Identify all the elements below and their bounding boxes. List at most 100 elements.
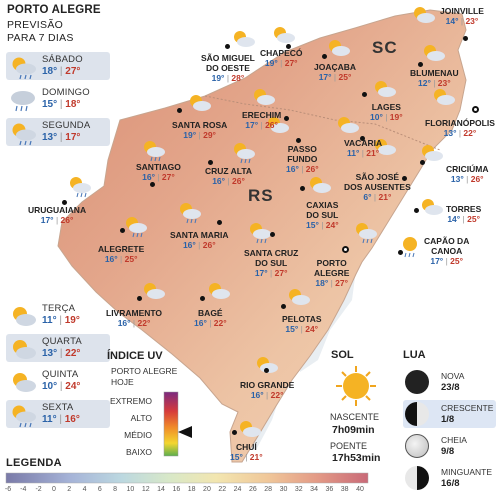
city-max: 29° — [203, 130, 216, 140]
city-max: 22° — [137, 318, 151, 328]
sun-cloud-rain-icon — [70, 177, 91, 198]
city-uruguaiana: URUGUAIANA 17° | 26° — [28, 205, 87, 225]
city-name: SANTA CRUZ — [244, 248, 299, 258]
moon-phase-date: 9/8 — [441, 446, 455, 457]
city-name: ALEGRE — [314, 268, 350, 278]
legend-tick: 36 — [325, 486, 334, 493]
city-min: 13° — [443, 128, 457, 138]
city-alegrete: ALEGRETE 16° | 25° — [98, 244, 145, 264]
city-capao-da-canoa: CAPÃO DA CANOA 17° | 25° — [424, 236, 470, 266]
sun-cloud-rain-icon — [12, 405, 36, 428]
legend-tick: 2 — [67, 486, 72, 493]
legend-tick: 10 — [126, 486, 135, 493]
city-max: 22° — [270, 390, 284, 400]
city-name: ALEGRETE — [98, 244, 145, 254]
sun-cloud-icon — [375, 81, 396, 97]
city-name: PORTO — [316, 258, 347, 268]
city-dot — [232, 430, 237, 435]
city-name: RIO GRANDE — [240, 380, 295, 390]
city-name: CHAPECÓ — [260, 48, 303, 58]
city-min: 16° — [182, 240, 196, 250]
city-max: 22° — [463, 128, 477, 138]
state-label-rs: RS — [248, 186, 274, 205]
sun-cloud-icon — [144, 283, 165, 299]
city-max: 26° — [305, 164, 319, 174]
legend-bar — [5, 472, 369, 484]
city-rio-grande: RIO GRANDE 16° | 22° — [240, 380, 295, 400]
city-name: BAGÉ — [198, 308, 223, 318]
sun-cloud-rain-icon — [144, 141, 165, 162]
legend-tick: 26 — [248, 486, 257, 493]
city-name: JOINVILLE — [440, 6, 484, 16]
city-min: 18° — [315, 278, 329, 288]
city-dot — [398, 250, 403, 255]
city-name: FUNDO — [287, 154, 318, 164]
city-vacaria: VACARIA 11° | 21° — [344, 138, 383, 158]
moon-title: LUA — [403, 349, 426, 361]
city-min: 19° — [183, 130, 197, 140]
city-name: DO SUL — [306, 210, 339, 220]
city-min: 16° — [250, 390, 264, 400]
city-sao-miguel-do-oeste: SÃO MIGUEL DO OESTE 19° | 28° — [201, 53, 255, 83]
city-name: LIVRAMENTO — [106, 308, 163, 318]
city-dot — [120, 228, 125, 233]
city-min: 12° — [417, 78, 431, 88]
legend-tick: -2 — [35, 486, 42, 493]
sun-cloud-icon — [422, 145, 443, 161]
city-dot — [463, 36, 468, 41]
city-sao-jose-dos-ausentes: SÃO JOSÉ DOS AUSENTES 6° | 21° — [344, 172, 411, 202]
sun-cloud-icon — [254, 89, 275, 105]
city-dot — [264, 368, 269, 373]
city-max: 21° — [378, 192, 392, 202]
forecast-min: 11° — [42, 315, 57, 326]
sun-cloud-icon — [209, 283, 230, 299]
city-santa-maria: SANTA MARIA 16° | 26° — [170, 230, 229, 250]
city-cruz-alta: CRUZ ALTA 16° | 26° — [205, 166, 253, 186]
sunset-time: 17h53min — [332, 452, 381, 464]
city-name: CANOA — [431, 246, 463, 256]
city-min: 14° — [447, 214, 461, 224]
city-florianopolis: FLORIANÓPOLIS 13° | 22° — [425, 118, 495, 138]
city-name: BLUMENAU — [410, 68, 459, 78]
city-max: 25° — [467, 214, 480, 224]
city-min: 17° — [40, 215, 54, 225]
city-dot — [200, 296, 205, 301]
sun-cloud-icon — [274, 27, 295, 43]
forecast-row-domingo: DOMINGO 15° | 18° — [6, 85, 110, 113]
moon-phase-date: 23/8 — [441, 382, 460, 393]
city-max: 23° — [465, 16, 479, 26]
city-joinville: JOINVILLE 14° | 23° — [440, 6, 484, 26]
city-name: CHUÍ — [235, 442, 257, 452]
city-dot — [402, 176, 407, 181]
city-max: 24° — [305, 324, 319, 334]
forecast-day: TERÇA — [42, 303, 76, 314]
city-max: 26° — [60, 215, 74, 225]
city-name: SANTA ROSA — [172, 120, 228, 130]
legend-tick: -4 — [20, 486, 27, 493]
city-torres: TORRES 14° | 25° — [446, 204, 482, 224]
city-name: CRICIÚMA — [446, 164, 489, 174]
forecast-day: SEXTA — [42, 402, 74, 413]
city-min: 11° — [346, 148, 360, 158]
legend-tick: 34 — [310, 486, 318, 493]
city-lages: LAGES 10° | 19° — [370, 102, 403, 122]
city-bage: BAGÉ 16° | 22° — [194, 308, 227, 328]
city-min: 16° — [117, 318, 131, 328]
forecast-min: 18° — [42, 66, 58, 77]
legend-tick: 30 — [279, 486, 288, 493]
city-min: 17° — [245, 120, 259, 130]
capital-dot — [342, 246, 349, 253]
city-min: 16° — [104, 254, 118, 264]
sun-cloud-icon — [310, 177, 331, 193]
forecast-max: 17° — [65, 132, 81, 143]
city-passo-fundo: PASSO FUNDO 16° | 26° — [286, 144, 319, 174]
forecast-row-quarta: QUARTA 13° | 22° — [6, 334, 110, 362]
city-erechim: ERECHIM 17° | 26° — [242, 110, 282, 130]
city-max: 21° — [366, 148, 380, 158]
forecast-row-sabado: SÁBADO 18° | 27° — [6, 52, 110, 80]
moon-phase-cheia: CHEIA 9/8 — [403, 432, 496, 460]
city-min: 15° — [306, 220, 319, 230]
sun-cloud-rain-icon — [12, 123, 36, 146]
forecast-row-terca: TERÇA 11° | 19° — [6, 301, 110, 329]
forecast-title: PORTO ALEGRE — [7, 4, 101, 16]
